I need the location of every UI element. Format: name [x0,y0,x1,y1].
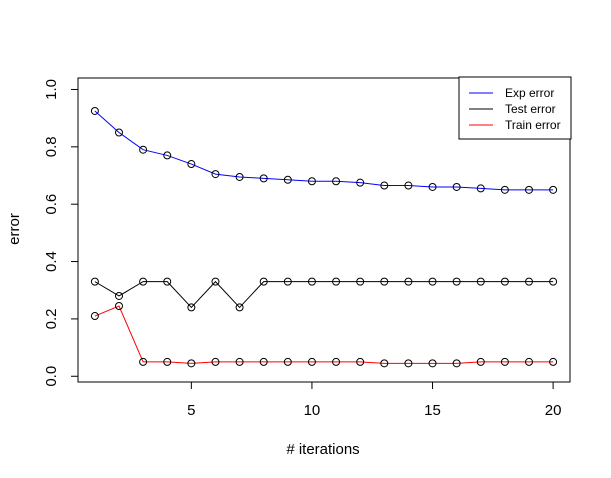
data-point [332,177,341,186]
data-point [380,181,389,190]
data-point [211,357,220,366]
data-point [115,128,123,137]
x-tick-label: 15 [424,402,441,419]
data-point [404,277,413,286]
series-line [94,280,554,309]
data-point [525,277,533,286]
data-point [500,357,509,366]
data-point [476,184,485,193]
data-point [476,277,485,286]
data-point [452,277,461,286]
data-point [90,312,99,321]
data-point [428,182,437,191]
data-point [332,357,341,366]
x-tick-label: 20 [545,402,562,419]
data-point [283,175,292,184]
y-tick-label: 0.8 [43,136,60,157]
data-point [549,277,558,286]
data-point [139,357,148,366]
data-point [380,277,389,286]
series-exp-error [90,106,558,194]
data-point [525,185,533,194]
series-line [94,305,554,364]
data-point [404,181,413,190]
data-point [187,303,196,312]
x-tick-label: 10 [304,402,321,419]
x-tick-label: 5 [187,402,195,419]
data-point [428,359,437,368]
y-axis: 0.0 0.2 0.4 0.6 0.8 1.0 [43,79,79,387]
data-point [283,357,292,366]
data-point [404,359,413,368]
data-point [428,277,437,286]
data-point [235,357,244,366]
y-tick-label: 0.6 [43,194,60,215]
data-point [476,357,485,366]
data-point [283,277,292,286]
data-point [211,170,220,179]
data-point [549,357,558,366]
data-point [163,357,172,366]
data-point [307,177,316,186]
data-point [332,277,341,286]
x-axis-title: # iterations [286,441,359,458]
data-point [235,303,244,312]
y-tick-label: 0.4 [43,251,60,272]
legend-label: Test error [505,102,556,116]
data-point [525,357,533,366]
data-point [90,277,99,286]
legend-label: Train error [505,118,561,132]
data-point [500,277,509,286]
data-point [452,359,461,368]
data-point [139,277,148,286]
data-point [259,357,268,366]
data-point [187,359,196,368]
y-tick-label: 1.0 [43,79,60,100]
legend: Exp error Test error Train error [458,76,572,140]
x-axis: 5 10 15 20 [187,381,562,419]
data-point [139,145,148,154]
data-point [500,185,509,194]
data-point [356,357,365,366]
data-point [356,277,365,286]
data-point [380,359,389,368]
data-point [115,291,123,300]
legend-box [458,76,572,140]
data-point [307,277,316,286]
data-point [211,277,220,286]
data-point [259,174,268,183]
data-point [549,185,558,194]
series-test-error [90,277,558,312]
data-point [163,151,172,160]
y-axis-title: error [6,213,23,245]
data-point [356,178,365,187]
data-point [187,160,196,169]
data-point [307,357,316,366]
series-train-error [90,302,558,368]
data-point [163,277,172,286]
data-point [259,277,268,286]
series-layer [90,106,558,368]
data-point [235,172,244,181]
data-point [90,106,99,115]
data-point [452,182,461,191]
y-tick-label: 0.2 [43,308,60,329]
series-line [94,110,554,191]
y-tick-label: 0.0 [43,366,60,387]
legend-label: Exp error [505,86,554,100]
data-point [115,302,123,310]
